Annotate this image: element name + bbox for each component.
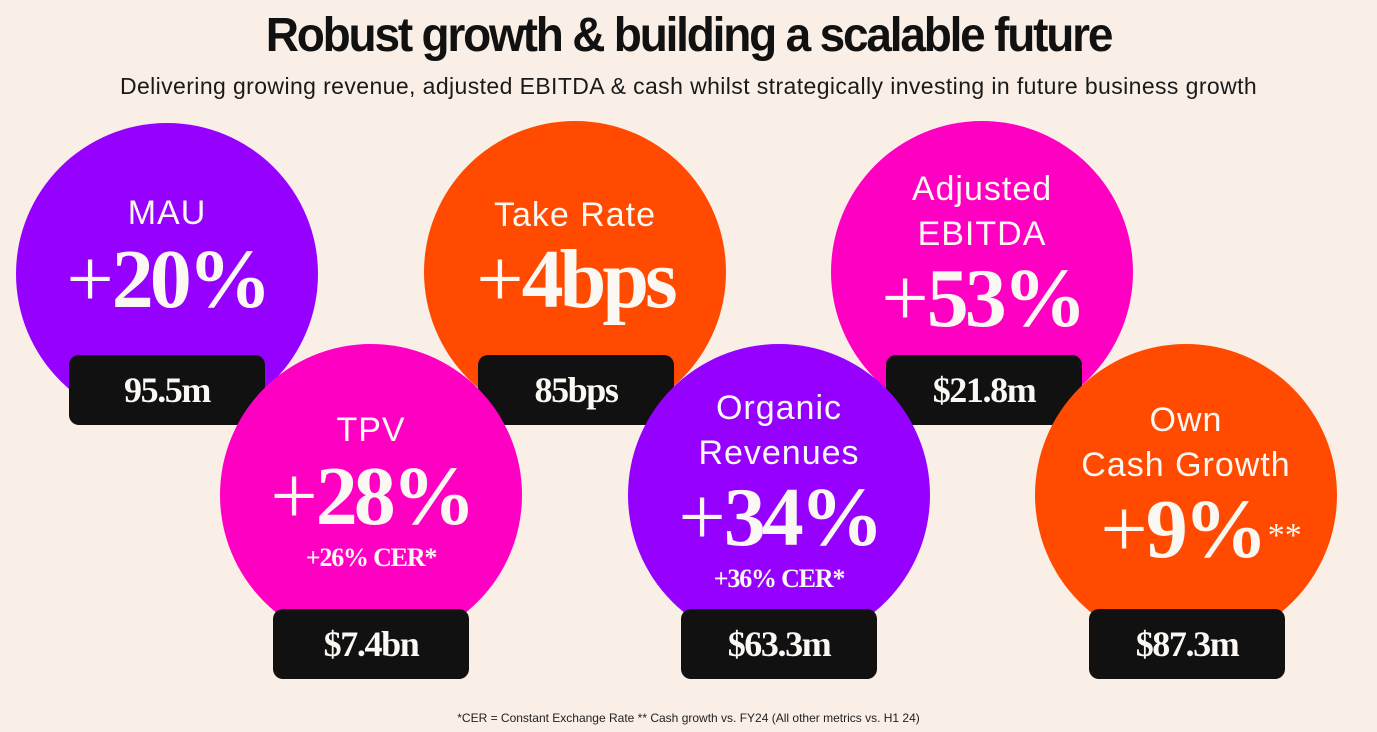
metric-change: +9% **	[1070, 488, 1301, 572]
metric-value-pill-adjusted-ebitda: $21.8m	[886, 355, 1082, 425]
cer-note: +26% CER*	[305, 543, 438, 572]
metric-change: +4bps	[476, 238, 678, 322]
metric-change-value: 28%	[315, 450, 476, 543]
metric-value-pill-organic-revenues: $63.3m	[681, 609, 877, 679]
plus-sign: +	[66, 233, 113, 326]
plus-sign: +	[1100, 483, 1147, 576]
page-title: Robust growth & building a scalable futu…	[265, 6, 1114, 62]
metric-label: MAU	[127, 194, 207, 232]
page-subtitle: Delivering growing revenue, adjusted EBI…	[119, 73, 1258, 99]
metric-change: +53%	[881, 257, 1086, 341]
metric-change: +28%	[270, 455, 475, 539]
metric-change-value: 9%	[1145, 483, 1268, 576]
metric-circle-tpv: TPV +28% +26% CER*	[220, 344, 522, 646]
metric-label: Take Rate	[493, 196, 657, 234]
metric-value-pill-own-cash-growth: $87.3m	[1089, 609, 1285, 679]
metric-label: Own Cash Growth	[1081, 401, 1291, 484]
metric-label: Adjusted EBITDA	[911, 170, 1053, 253]
metric-circle-organic-revenues: Organic Revenues +34% +36% CER*	[628, 344, 930, 646]
plus-sign: +	[881, 252, 928, 345]
plus-sign: +	[476, 233, 523, 326]
metric-value-pill-tpv: $7.4bn	[273, 609, 469, 679]
metric-change-value: 4bps	[521, 233, 678, 326]
metric-change-value: 53%	[926, 252, 1087, 345]
metric-value-pill-take-rate: 85bps	[478, 355, 674, 425]
metric-label: Organic Revenues	[698, 389, 860, 472]
metric-label: TPV	[336, 411, 406, 449]
plus-sign: +	[678, 471, 725, 564]
plus-sign: +	[270, 450, 317, 543]
metric-change-value: 34%	[723, 471, 884, 564]
metric-change-value: 20%	[111, 233, 272, 326]
cer-note: +36% CER*	[713, 564, 846, 593]
metric-value-pill-mau: 95.5m	[69, 355, 265, 425]
double-asterisk-footnote-marker: **	[1267, 517, 1302, 554]
footnote: *CER = Constant Exchange Rate ** Cash gr…	[457, 711, 920, 725]
metric-circle-own-cash-growth: Own Cash Growth +9% **	[1035, 344, 1337, 646]
metric-change: +34%	[678, 476, 883, 560]
metric-change: +20%	[66, 238, 271, 322]
